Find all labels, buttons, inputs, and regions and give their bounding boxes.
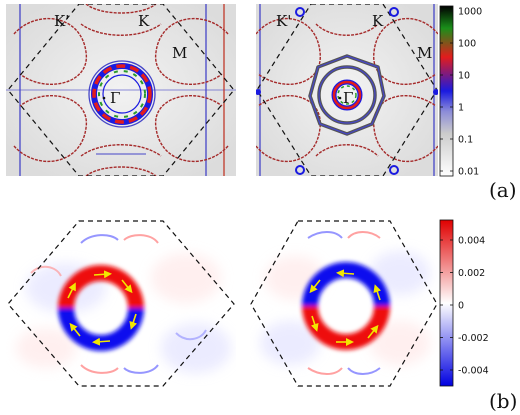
colorbar-a: 1000 100 10 1 0.1 0.01	[438, 4, 514, 182]
current-arrows	[67, 270, 138, 346]
brillouin-zone-hexagon	[7, 220, 235, 387]
spectral-map-a-left: Γ K' K M	[6, 4, 236, 176]
colorbar-b-svg: 0.004 0.002 0 -0.002 -0.004	[439, 219, 489, 387]
arc-features	[30, 234, 207, 374]
fermi-contour-lobes	[256, 18, 438, 162]
colorbar-a-svg: 1000 100 10 1 0.1 0.01	[439, 5, 482, 178]
brillouin-zone-hexagon	[250, 220, 438, 387]
current-map-b-right	[250, 218, 438, 388]
label-gamma: Γ	[110, 89, 120, 107]
central-ring	[88, 60, 156, 128]
colorbar-tick-label: 1	[458, 103, 464, 114]
label-m: M	[172, 44, 187, 62]
colorbar-tick-label: 0.004	[458, 236, 485, 247]
fermi-contour-lobes	[13, 4, 229, 176]
colorbar-a-ticks: 1000 100 10 1 0.1 0.01	[440, 7, 482, 178]
label-m: M	[417, 44, 432, 62]
current-arrows	[309, 269, 382, 346]
colorbar-a-gradient	[439, 5, 454, 177]
colorbar-b-gradient	[439, 219, 454, 387]
label-k: K	[372, 12, 384, 30]
gamma-point	[102, 96, 106, 100]
label-gamma: Γ	[343, 89, 353, 107]
spectral-map-a-right: Γ K' K M	[256, 4, 438, 176]
central-rings	[308, 54, 386, 136]
label-k-prime: K'	[276, 12, 291, 30]
colorbar-tick-label: 0.01	[458, 167, 479, 178]
colorbar-tick-label: 0.1	[458, 135, 473, 146]
colorbar-tick-label: -0.002	[458, 333, 489, 344]
colorbar-tick-label: 1000	[458, 7, 482, 18]
colorbar-b-ticks: 0.004 0.002 0 -0.002 -0.004	[440, 236, 489, 377]
edge-hotspots	[256, 7, 438, 175]
current-map-b-left	[6, 218, 236, 388]
panel-background	[256, 4, 438, 176]
label-k-prime: K'	[54, 12, 69, 30]
colorbar-b: 0.004 0.002 0 -0.002 -0.004	[438, 218, 514, 390]
arc-features	[307, 231, 381, 375]
colorbar-tick-label: 0	[458, 301, 464, 312]
label-k: K	[138, 12, 150, 30]
label-a: (a)	[489, 178, 517, 202]
panel-b-right	[250, 218, 438, 388]
gamma-point	[338, 96, 342, 100]
panel-a-right: Γ K' K M	[256, 4, 438, 176]
colorbar-tick-label: -0.004	[458, 366, 489, 377]
panel-b-left	[6, 218, 236, 388]
panel-a-left: Γ K' K M	[6, 4, 236, 176]
label-b: (b)	[489, 389, 518, 413]
colorbar-tick-label: 100	[458, 39, 476, 50]
colorbar-tick-label: 10	[458, 71, 470, 82]
colorbar-tick-label: 0.002	[458, 268, 485, 279]
